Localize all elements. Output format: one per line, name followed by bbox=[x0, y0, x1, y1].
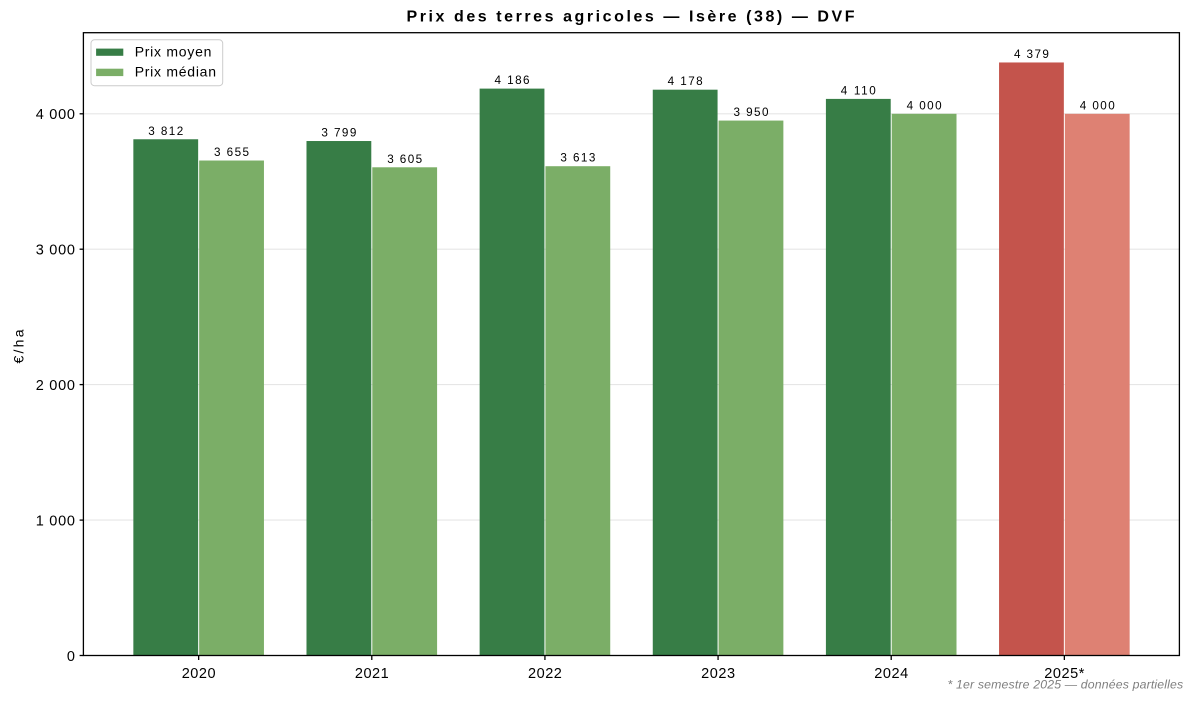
svg-text:4 186: 4 186 bbox=[495, 74, 530, 87]
svg-text:3 799: 3 799 bbox=[321, 127, 356, 140]
svg-text:4 000: 4 000 bbox=[1080, 99, 1115, 112]
svg-text:4 110: 4 110 bbox=[841, 84, 876, 97]
svg-text:0: 0 bbox=[67, 649, 75, 665]
svg-text:4 000: 4 000 bbox=[36, 107, 75, 123]
svg-text:2024: 2024 bbox=[874, 666, 908, 682]
svg-text:2023: 2023 bbox=[701, 666, 735, 682]
svg-text:4 178: 4 178 bbox=[668, 75, 703, 88]
svg-text:3 000: 3 000 bbox=[36, 243, 75, 259]
svg-text:* 1er semestre 2025 — données: * 1er semestre 2025 — données partielles bbox=[948, 678, 1184, 692]
svg-text:€/ha: €/ha bbox=[11, 329, 27, 363]
svg-text:4 379: 4 379 bbox=[1014, 48, 1049, 61]
svg-text:1 000: 1 000 bbox=[36, 514, 75, 530]
svg-text:4 000: 4 000 bbox=[907, 99, 942, 112]
svg-text:Prix des terres agricoles — Is: Prix des terres agricoles — Isère (38) —… bbox=[407, 8, 855, 25]
svg-text:3 605: 3 605 bbox=[387, 153, 422, 166]
svg-text:2022: 2022 bbox=[528, 666, 562, 682]
svg-text:3 613: 3 613 bbox=[560, 152, 595, 165]
svg-text:2025*: 2025* bbox=[1044, 666, 1084, 682]
svg-text:Prix médian: Prix médian bbox=[135, 64, 216, 80]
svg-text:2021: 2021 bbox=[355, 666, 389, 682]
svg-text:3 655: 3 655 bbox=[214, 146, 249, 159]
svg-text:2 000: 2 000 bbox=[36, 378, 75, 394]
svg-text:3 950: 3 950 bbox=[733, 106, 768, 119]
svg-text:3 812: 3 812 bbox=[148, 125, 183, 138]
svg-text:2020: 2020 bbox=[182, 666, 216, 682]
svg-text:Prix moyen: Prix moyen bbox=[135, 43, 212, 59]
